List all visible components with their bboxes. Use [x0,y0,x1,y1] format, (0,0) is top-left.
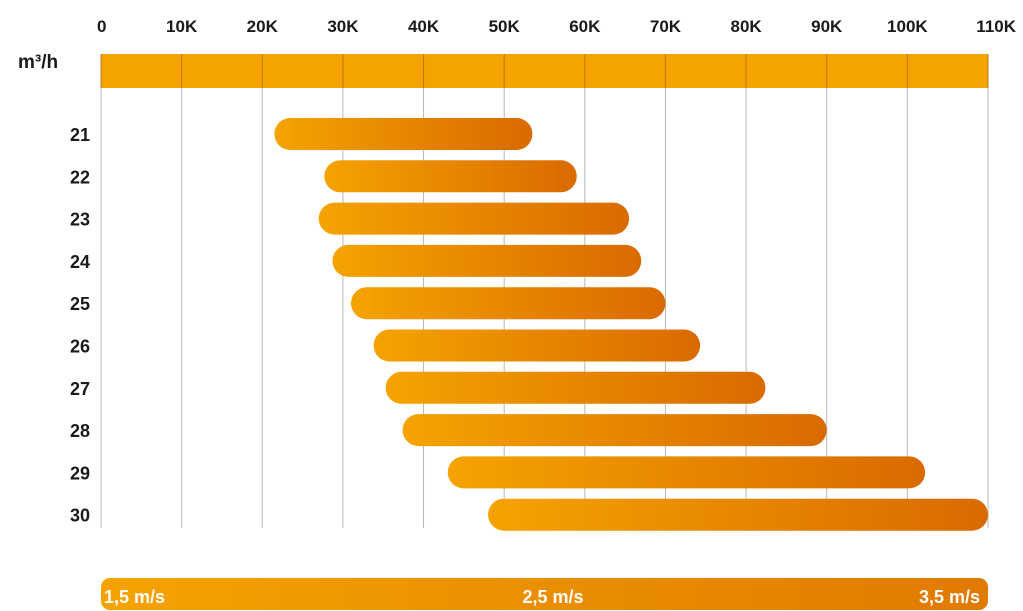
velocity-label-mid: 2,5 m/s [522,587,583,607]
x-tick-label: 0 [97,17,106,36]
axis-band [101,54,988,88]
category-label: 28 [70,421,90,441]
category-label: 23 [70,210,90,230]
range-bar [350,287,666,320]
range-bar [324,160,577,193]
range-bar [318,202,630,235]
x-tick-label: 40K [408,17,440,36]
velocity-scale-bar [101,578,988,610]
range-bar [385,371,766,404]
velocity-label-low: 1,5 m/s [104,587,165,607]
x-tick-label: 30K [327,17,359,36]
velocity-label-high: 3,5 m/s [919,587,980,607]
unit-label: m³/h [18,52,58,73]
category-label: 26 [70,337,90,357]
category-label: 30 [70,506,90,526]
range-bars [274,118,988,531]
category-label: 25 [70,294,90,314]
category-label: 22 [70,167,90,187]
category-label: 21 [70,125,90,145]
range-bar [332,244,642,277]
range-bar [373,329,701,362]
x-tick-label: 80K [730,17,762,36]
x-tick-label: 60K [569,17,601,36]
x-tick-label: 70K [650,17,682,36]
x-tick-label: 100K [887,17,928,36]
x-tick-label: 20K [247,17,279,36]
x-tick-labels: 0 10K 20K 30K 40K 50K 60K 70K 80K 90K 100K 110K [97,17,1017,36]
x-tick-label: 110K [976,17,1016,36]
category-label: 24 [70,252,90,272]
x-tick-label: 10K [166,17,198,36]
category-label: 27 [70,379,90,399]
category-labels: 21 22 23 24 25 26 27 28 29 30 [70,125,90,526]
range-bar [274,118,533,150]
x-tick-label: 90K [811,17,843,36]
range-bar [402,414,827,447]
category-label: 29 [70,463,90,483]
x-tick-label: 50K [489,17,521,36]
axis-band-dividers [100,54,989,88]
range-bar [488,498,988,531]
range-bar [447,456,926,489]
